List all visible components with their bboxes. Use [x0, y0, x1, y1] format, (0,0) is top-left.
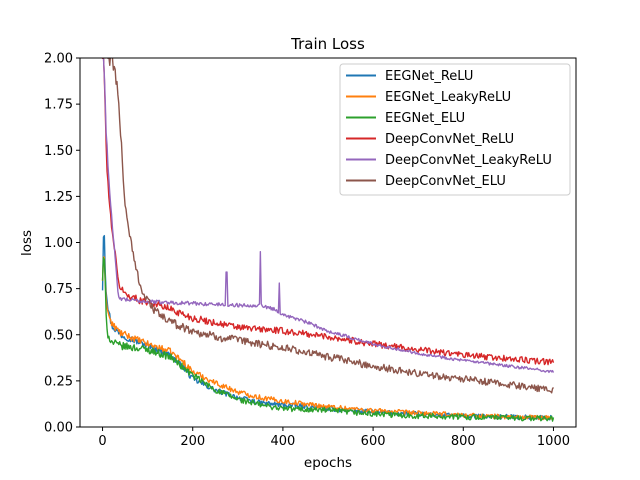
legend-label: EEGNet_ELU	[385, 111, 465, 126]
chart-title: Train Loss	[290, 35, 365, 53]
legend-label: EEGNet_LeakyReLU	[385, 90, 511, 105]
series-line-eegnet-elu	[101, 256, 555, 422]
x-axis-label: epochs	[304, 455, 352, 471]
x-axis-ticks: 0 200 400 600 800 1000	[98, 427, 570, 449]
x-tick-label: 0	[98, 434, 106, 449]
y-axis-label: loss	[19, 230, 35, 256]
series-line-deepconvnet-leakyrelu	[102, 58, 555, 374]
x-tick-label: 200	[180, 434, 205, 449]
y-tick-label: 1.25	[44, 190, 73, 205]
series-layer	[101, 58, 555, 422]
legend-label: DeepConvNet_ELU	[385, 174, 506, 189]
y-tick-label: 0.75	[44, 282, 73, 297]
series-line-deepconvnet-relu	[101, 58, 555, 366]
series-line-deepconvnet-elu	[102, 58, 555, 394]
legend-frame	[339, 63, 571, 196]
legend-label: DeepConvNet_ReLU	[385, 132, 514, 147]
x-tick-label: 600	[361, 434, 386, 449]
y-tick-label: 0.25	[44, 374, 73, 389]
y-tick-label: 2.00	[44, 52, 73, 67]
y-tick-label: 1.00	[44, 236, 73, 251]
legend-label: DeepConvNet_LeakyReLU	[385, 153, 552, 168]
series-line-eegnet-relu	[101, 234, 554, 421]
x-tick-label: 400	[270, 434, 295, 449]
y-tick-label: 0.50	[44, 328, 73, 343]
x-tick-label: 800	[451, 434, 476, 449]
y-tick-label: 0.00	[44, 421, 73, 436]
y-axis-ticks: 0.00 0.25 0.50 0.75 1.00 1.25 1.50 1.75 2.00	[44, 52, 80, 436]
legend: EEGNet_ReLU EEGNet_LeakyReLU EEGNet_ELU Dee…	[339, 63, 571, 196]
y-tick-label: 1.75	[44, 98, 73, 113]
legend-label: EEGNet_ReLU	[385, 69, 473, 84]
x-tick-label: 1000	[537, 434, 570, 449]
y-tick-label: 1.50	[44, 144, 73, 159]
